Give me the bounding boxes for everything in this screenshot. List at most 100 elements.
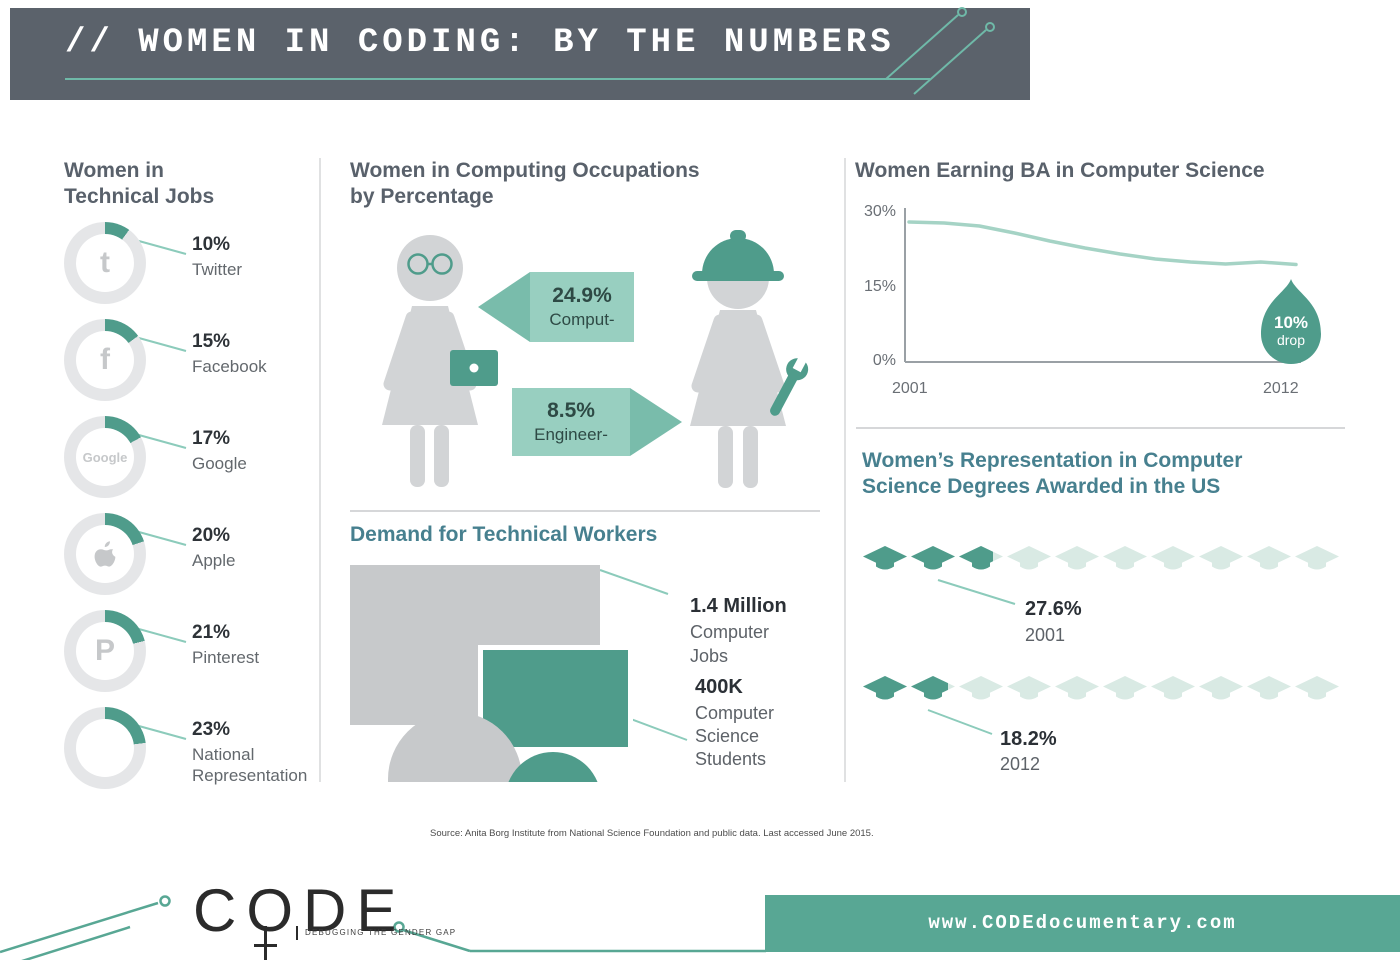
pinterest-icon: P (94, 634, 115, 667)
apple-icon (94, 541, 116, 567)
tech-job-row-google: Google 17% Google (64, 416, 334, 506)
female-symbol-cross (254, 944, 277, 947)
graduation-cap-icon (1150, 545, 1196, 573)
ba-trend-line (907, 220, 1298, 267)
y-axis-tick: 30% (863, 203, 896, 220)
google-icon: Google (82, 449, 128, 465)
x-axis-tick: 2012 (1263, 380, 1299, 397)
tech-job-company: Apple (192, 551, 236, 570)
page-title: // WOMEN IN CODING: BY THE NUMBERS (65, 24, 895, 62)
person-silhouette-icon (505, 752, 601, 782)
tech-job-company: Pinterest (192, 648, 260, 667)
section-ba-chart: Women Earning BA in Computer Science (845, 0, 1400, 430)
donut-chart-national (64, 707, 146, 789)
graduation-cap-icon (1006, 545, 1052, 573)
caps-row-2001 (862, 545, 1340, 573)
tech-job-row-apple: 20% Apple (64, 513, 334, 603)
drop-word: drop (1276, 332, 1306, 348)
computer-jobs-label: Jobs (690, 646, 729, 666)
tech-job-percent: 23% (192, 719, 231, 740)
engineering-label: Engineer- (534, 425, 608, 444)
y-axis-tick: 0% (872, 352, 896, 369)
tech-job-row-national: 23% National Representation (64, 707, 334, 797)
engineering-arrow: 8.5% Engineer- (512, 388, 682, 456)
tech-job-percent: 20% (192, 525, 231, 546)
tech-job-company: Twitter (192, 260, 243, 279)
cs-students-label: Computer (695, 703, 775, 723)
section-demand: Demand for Technical Workers (320, 510, 845, 800)
tech-job-percent: 15% (192, 331, 231, 352)
occupations-title: Women in Computing Occupations by Percen… (350, 159, 700, 209)
cs-students-label: Science (695, 726, 760, 746)
representation-percent: 27.6% (1025, 598, 1082, 620)
cs-students-label: Students (695, 749, 767, 769)
graduation-cap-icon (1294, 675, 1340, 703)
drop-annotation: 10% drop (1258, 276, 1324, 368)
donut-hole: t (76, 234, 134, 292)
graduation-cap-icon (862, 675, 908, 703)
donut-chart-apple (64, 513, 146, 595)
graduation-cap-icon (1102, 675, 1148, 703)
source-note: Source: Anita Borg Institute from Nation… (430, 828, 874, 839)
code-logo: CODE (193, 877, 407, 944)
graduation-cap-icon (1054, 545, 1100, 573)
graduation-cap-icon (1006, 675, 1052, 703)
donut-hole: P (76, 622, 134, 680)
tech-job-row-twitter: t 10% Twitter (64, 222, 334, 312)
representation-year: 2012 (1000, 754, 1041, 774)
drop-percent: 10% (1273, 313, 1309, 332)
hard-hat-icon (702, 238, 774, 274)
graduation-cap-icon (958, 545, 1004, 573)
section-technical-jobs: Women in Technical Jobs t 10% Twitter f … (0, 0, 320, 800)
computing-percent: 24.9% (552, 284, 612, 307)
engineering-percent: 8.5% (547, 399, 595, 422)
graduation-cap-icon (1246, 545, 1292, 573)
technical-jobs-title: Women in Technical Jobs (64, 159, 215, 209)
x-axis-tick: 2001 (892, 380, 928, 397)
tech-job-percent: 10% (192, 234, 231, 255)
donut-hole (76, 525, 134, 583)
representation-title: Women’s Representation in Computer Scien… (862, 449, 1243, 499)
donut-chart-pinterest: P (64, 610, 146, 692)
graduation-cap-icon (1294, 545, 1340, 573)
tech-job-company: Google (192, 454, 247, 473)
donut-chart-twitter: t (64, 222, 146, 304)
donut-hole (76, 719, 134, 777)
donut-hole: Google (76, 428, 134, 486)
ba-line-chart (904, 208, 1301, 363)
donut-hole: f (76, 331, 134, 389)
facebook-icon: f (100, 343, 110, 376)
computing-arrow: 24.9% Comput- (478, 272, 634, 342)
graduation-cap-icon (910, 545, 956, 573)
computer-jobs-value: 1.4 Million (690, 595, 787, 617)
water-drop-icon (1261, 279, 1321, 364)
donut-chart-google: Google (64, 416, 146, 498)
website-url: www.CODEdocumentary.com (928, 912, 1237, 934)
arrow-left-icon (478, 272, 530, 342)
donut-chart-facebook: f (64, 319, 146, 401)
tech-job-row-facebook: f 15% Facebook (64, 319, 334, 409)
ba-chart-title: Women Earning BA in Computer Science (855, 159, 1265, 182)
graduation-cap-icon (1054, 675, 1100, 703)
graduation-cap-icon (958, 675, 1004, 703)
graduation-cap-icon (1150, 675, 1196, 703)
section-occupations: Women in Computing Occupations by Percen… (320, 0, 845, 800)
tech-job-row-pinterest: P 21% Pinterest (64, 610, 334, 700)
engineer-woman-figure (690, 230, 809, 488)
female-symbol-icon (264, 926, 267, 960)
wrench-icon (770, 353, 809, 416)
graduation-cap-icon (1198, 545, 1244, 573)
graduation-cap-icon (1246, 675, 1292, 703)
cs-students-value: 400K (695, 676, 743, 698)
header-banner: // WOMEN IN CODING: BY THE NUMBERS (10, 8, 1030, 100)
demand-title: Demand for Technical Workers (350, 523, 658, 546)
twitter-icon: t (100, 246, 110, 279)
website-banner: www.CODEdocumentary.com (765, 895, 1400, 952)
tech-job-percent: 17% (192, 428, 231, 449)
representation-year: 2001 (1025, 625, 1066, 645)
graduation-cap-icon (862, 545, 908, 573)
caps-row-2012 (862, 675, 1340, 703)
demand-graphic (350, 560, 820, 782)
graduation-cap-icon (910, 675, 956, 703)
